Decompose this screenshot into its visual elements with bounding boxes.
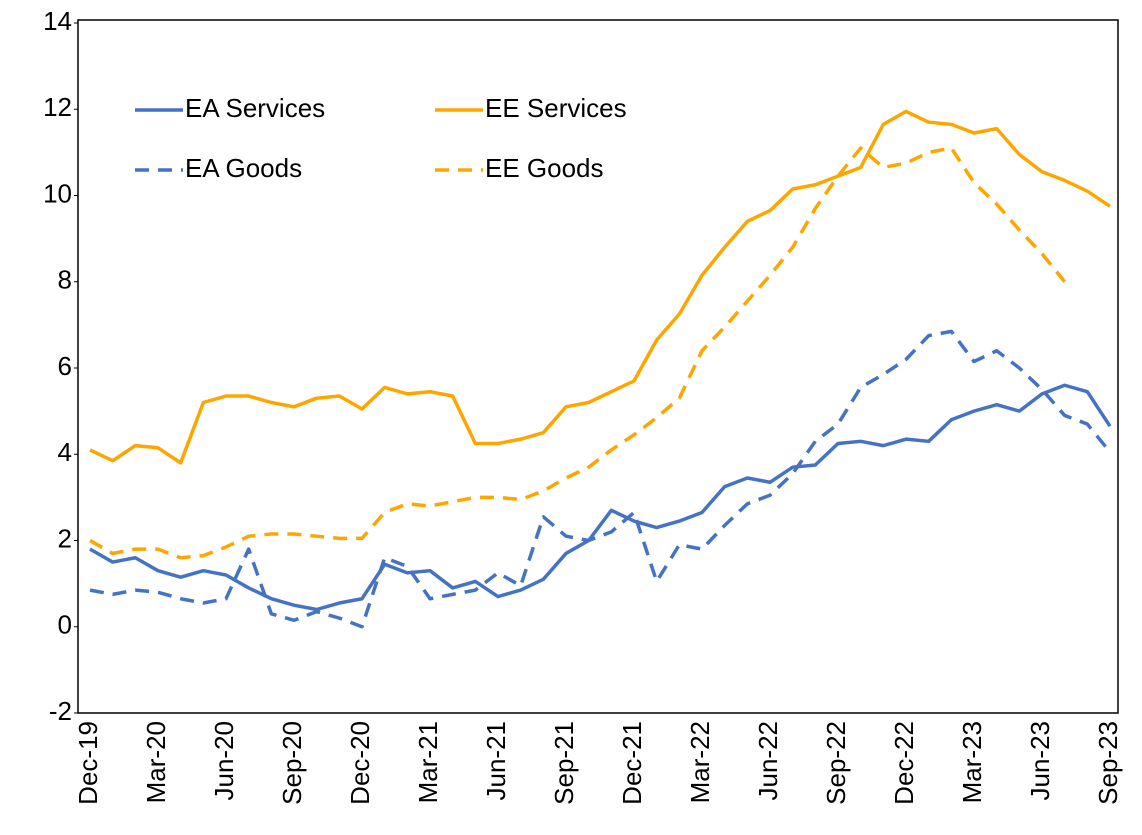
y-tick-label: 4 [58, 437, 72, 467]
y-tick-label: 6 [58, 351, 72, 381]
y-tick-label: 8 [58, 265, 72, 295]
x-tick-label: Dec-19 [73, 721, 103, 805]
x-tick-label: Dec-22 [889, 721, 919, 805]
series-line [89, 383, 1112, 612]
legend-label: EA Services [185, 93, 325, 123]
x-tick-label: Mar-21 [413, 721, 443, 803]
x-tick-label: Mar-23 [957, 721, 987, 803]
y-tick-label: 0 [58, 610, 72, 640]
plot-border [77, 19, 1119, 714]
x-tick-label: Jun-22 [753, 721, 783, 801]
x-tick-label: Sep-22 [821, 721, 851, 805]
y-tick-label: 14 [43, 6, 72, 36]
x-tick-label: Mar-22 [685, 721, 715, 803]
y-tick-label: -2 [49, 696, 72, 726]
legend-label: EA Goods [185, 153, 302, 183]
series-line [89, 109, 1111, 465]
legend-label: EE Goods [485, 153, 604, 183]
x-tick-label: Dec-21 [617, 721, 647, 805]
x-tick-label: Dec-20 [345, 721, 375, 805]
x-tick-label: Sep-23 [1093, 721, 1123, 805]
x-tick-label: Jun-23 [1025, 721, 1055, 801]
x-tick-label: Sep-21 [549, 721, 579, 805]
y-tick-label: 12 [43, 92, 72, 122]
legend-label: EE Services [485, 93, 627, 123]
x-tick-label: Mar-20 [141, 721, 171, 803]
series-line [89, 329, 1112, 629]
series-line [89, 146, 1067, 560]
x-tick-label: Jun-21 [481, 721, 511, 801]
y-tick-label: 10 [43, 178, 72, 208]
y-tick-label: 2 [58, 523, 72, 553]
x-tick-label: Sep-20 [277, 721, 307, 805]
x-tick-label: Jun-20 [209, 721, 239, 801]
